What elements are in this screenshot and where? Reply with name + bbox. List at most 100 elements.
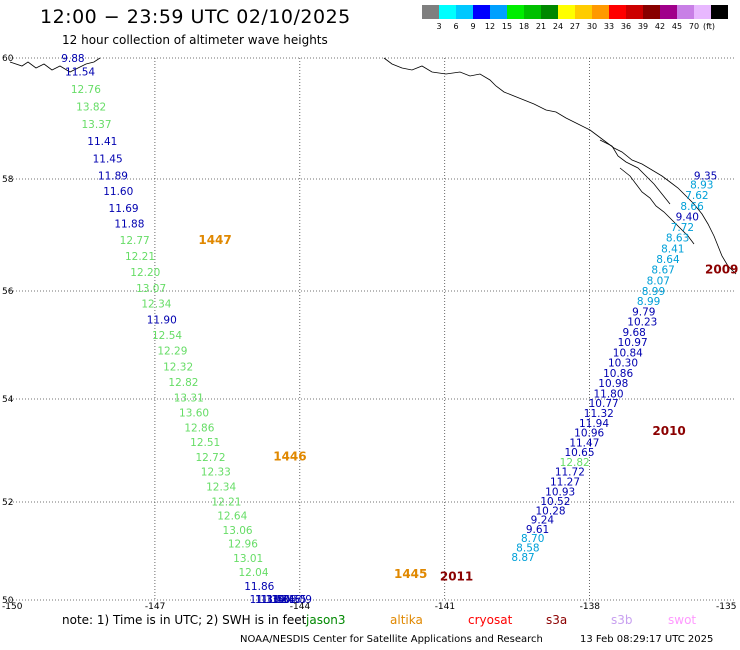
wave-height-value: 12.96 [228, 539, 258, 551]
wave-height-value: 8.93 [690, 180, 713, 192]
wave-height-value: 13.82 [76, 102, 106, 114]
legend-swatch [677, 5, 694, 19]
map-title: 12:00 − 23:59 UTC 02/10/2025 [40, 6, 351, 28]
wave-height-value: 9.79 [632, 306, 655, 318]
legend-swatch [575, 5, 592, 19]
legend-label: 12 [484, 22, 496, 31]
legend-swatch [439, 5, 456, 19]
legend-swatch [694, 5, 711, 19]
wave-height-value: 10.30 [608, 358, 638, 370]
satellite-name-cryosat: cryosat [468, 613, 513, 627]
wave-height-value: 9.24 [531, 515, 555, 527]
wave-height-value: 12.54 [152, 330, 182, 342]
footer-organization: NOAA/NESDIS Center for Satellite Applica… [240, 634, 543, 645]
legend-label: 30 [586, 22, 598, 31]
map-subtitle: 12 hour collection of altimeter wave hei… [62, 33, 328, 47]
legend-label: 9 [470, 22, 476, 31]
wave-height-value: 11.41 [87, 136, 117, 148]
pass-time-label: 2011 [440, 569, 473, 583]
wave-height-value: 12.82 [560, 457, 590, 469]
legend-label: 33 [603, 22, 615, 31]
wave-height-value: 12.20 [130, 267, 160, 279]
wave-height-value: 11.33 [250, 594, 280, 606]
wave-height-value: 7.62 [685, 190, 708, 202]
legend-label: 18 [518, 22, 530, 31]
wave-height-value: 12.04 [238, 567, 268, 579]
wave-height-value: 10.77 [589, 398, 619, 410]
legend-swatch [456, 5, 473, 19]
legend-swatch [592, 5, 609, 19]
legend-label: 42 [654, 22, 666, 31]
wave-height-value: 12.76 [71, 84, 101, 96]
wave-height-value: 8.70 [521, 533, 544, 545]
satellite-name-s3b: s3b [611, 613, 633, 627]
wave-height-value: 11.88 [114, 219, 144, 231]
wave-height-value: 12.29 [157, 346, 187, 358]
wave-height-value: 9.61 [526, 524, 549, 536]
wave-height-value: 10.55 [277, 594, 307, 606]
legend-label: 6 [453, 22, 459, 31]
pass-time-label: 1447 [198, 233, 231, 247]
wave-height-value: 8.87 [511, 552, 534, 564]
legend-label: 21 [535, 22, 547, 31]
legend-swatch [541, 5, 558, 19]
legend-label: 70 [688, 22, 700, 31]
legend-swatch [524, 5, 541, 19]
pass-time-label: 2009 [705, 263, 738, 277]
wave-height-value: 11.69 [109, 203, 139, 215]
pass-time-label: 1446 [273, 449, 306, 463]
legend-swatch [490, 5, 507, 19]
graticule [10, 57, 735, 601]
wave-height-value: 10.93 [545, 486, 575, 498]
wave-height-value: 11.32 [584, 408, 614, 420]
wave-height-value: 13.06 [223, 525, 253, 537]
wave-height-value: 12.51 [190, 437, 220, 449]
longitude-label: -147 [145, 602, 165, 610]
wave-height-value: 10.84 [613, 347, 643, 359]
satellite-name-s3a: s3a [546, 613, 568, 627]
wave-height-value: 11.86 [244, 581, 274, 593]
latitude-label: 60 [2, 54, 14, 64]
note-text: note: 1) Time is in UTC; 2) SWH is in fe… [62, 613, 307, 627]
wave-height-value: 10.52 [540, 496, 570, 508]
wave-height-value: 8.07 [647, 275, 670, 287]
wave-height-value: 12.33 [201, 467, 231, 479]
wave-height-value: 11.47 [569, 437, 599, 449]
wave-height-value: 11.54 [65, 67, 95, 79]
latitude-label: 50 [2, 596, 14, 606]
legend-label: 39 [637, 22, 649, 31]
legend-swatch [558, 5, 575, 19]
wave-height-value: 8.63 [666, 233, 689, 245]
legend-swatch [507, 5, 524, 19]
wave-height-value: 13.01 [233, 553, 263, 565]
latitude-label: 54 [2, 395, 14, 405]
latitude-label: 52 [2, 498, 13, 508]
wave-height-value: 12.34 [141, 299, 171, 311]
wave-height-value: 11.89 [98, 171, 128, 183]
wave-height-value: 11.80 [593, 388, 623, 400]
wave-height-value: 12.64 [217, 511, 247, 523]
legend-swatch [643, 5, 660, 19]
legend-swatch [711, 5, 728, 19]
wave-height-value: 8.41 [661, 243, 684, 255]
wave-height-value: 11.94 [579, 418, 609, 430]
wave-height-value: 12.21 [125, 251, 155, 263]
legend-label: 24 [552, 22, 564, 31]
archipelago-coastline [599, 139, 695, 245]
wave-height-value: 11.36 [266, 594, 296, 606]
wave-height-value: 8.67 [651, 265, 674, 277]
wave-height-value: 9.68 [622, 327, 645, 339]
wave-height-value: 12.82 [168, 377, 198, 389]
wave-height-value: 10.46 [271, 594, 301, 606]
wave-height-value: 11.09 [282, 594, 312, 606]
wave-height-value: 13.07 [136, 283, 166, 295]
coastline [9, 57, 737, 275]
wave-height-value: 11.27 [550, 477, 580, 489]
wave-height-value: 8.58 [516, 542, 539, 554]
longitude-label: -141 [435, 602, 455, 610]
wave-height-value: 11.45 [93, 154, 123, 166]
wave-height-value: 12.21 [211, 496, 241, 508]
wave-height-value: 12.77 [120, 235, 150, 247]
wave-height-value: 7.72 [671, 222, 694, 234]
longitude-label: -144 [290, 602, 311, 610]
